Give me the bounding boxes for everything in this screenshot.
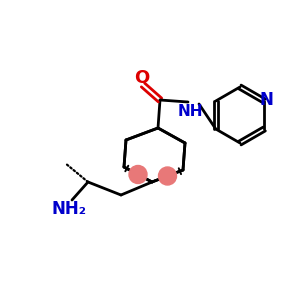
Text: NH₂: NH₂ xyxy=(52,200,86,218)
Text: O: O xyxy=(134,69,150,87)
Text: N: N xyxy=(259,91,273,109)
Circle shape xyxy=(158,167,176,185)
Text: NH: NH xyxy=(177,104,203,119)
Circle shape xyxy=(129,166,147,184)
